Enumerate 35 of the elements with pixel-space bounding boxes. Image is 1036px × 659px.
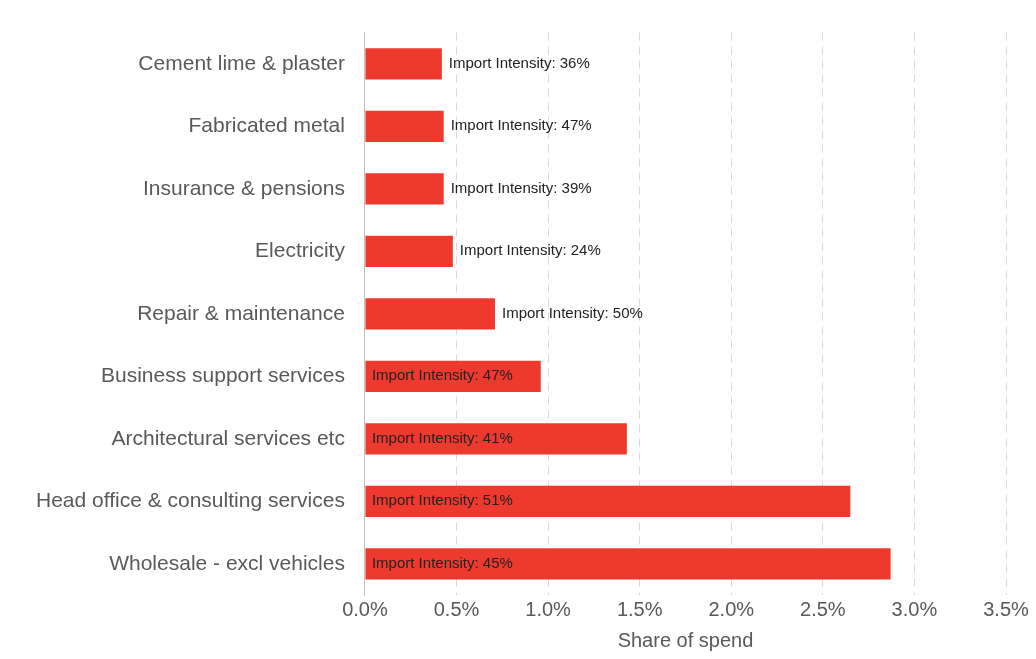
x-tick-label: 2.5% [800, 597, 846, 620]
bar [365, 423, 627, 455]
x-axis-title: Share of spend [617, 628, 754, 651]
x-tick-label: 0.5% [433, 597, 480, 620]
x-tick-label: 1.5% [616, 597, 663, 620]
y-tick-label: Fabricated metal [188, 113, 345, 137]
annotation: Import Intensity: 45% [371, 553, 513, 571]
x-tick-label: 0.0% [342, 597, 388, 620]
bar [365, 485, 851, 517]
x-tick-label: 1.0% [525, 597, 572, 620]
annotation: Import Intensity: 50% [501, 303, 643, 321]
annotation: Import Intensity: 24% [459, 241, 601, 259]
y-tick-label: Architectural services etc [111, 425, 345, 449]
annotation: Import Intensity: 47% [450, 116, 592, 134]
bar [365, 173, 444, 205]
y-tick-label: Insurance & pensions [142, 175, 345, 199]
bar [365, 110, 444, 142]
annotation: Import Intensity: 36% [448, 53, 590, 71]
y-tick-label: Business support services [100, 363, 345, 387]
bar [365, 548, 891, 580]
y-tick-label: Head office & consulting services [35, 488, 345, 512]
y-tick-label: Cement lime & plaster [138, 50, 345, 74]
annotation: Import Intensity: 41% [371, 428, 513, 446]
x-tick-label: 3.0% [891, 597, 938, 620]
bar [365, 48, 442, 80]
annotation: Import Intensity: 47% [371, 366, 513, 384]
x-tick-label: 3.5% [983, 597, 1030, 620]
bar [365, 298, 495, 330]
y-tick-label: Wholesale - excl vehicles [109, 550, 345, 574]
x-tick-label: 2.0% [708, 597, 755, 620]
y-tick-label: Electricity [255, 238, 346, 262]
y-tick-label: Repair & maintenance [137, 300, 345, 324]
bar [365, 235, 453, 267]
annotation: Import Intensity: 39% [450, 178, 592, 196]
annotation: Import Intensity: 51% [371, 491, 513, 509]
